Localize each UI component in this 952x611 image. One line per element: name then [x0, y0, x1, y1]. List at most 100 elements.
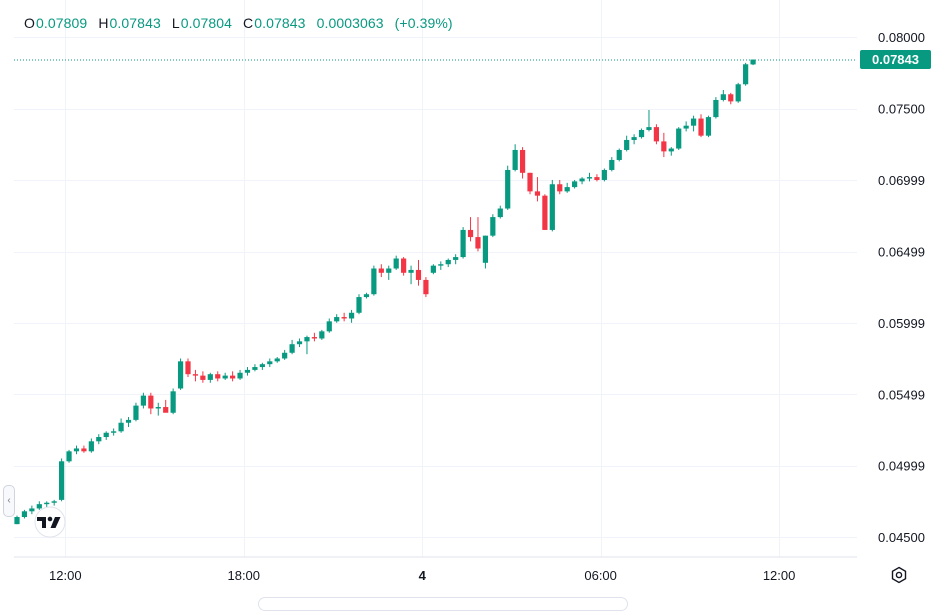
- candle-up[interactable]: [244, 367, 251, 376]
- candle-up[interactable]: [125, 417, 132, 428]
- candle-up[interactable]: [408, 265, 414, 285]
- candle-up[interactable]: [59, 458, 65, 502]
- candle-up[interactable]: [438, 261, 444, 270]
- candle-up[interactable]: [690, 115, 697, 132]
- candle-up[interactable]: [103, 431, 109, 440]
- candle-up[interactable]: [296, 338, 303, 348]
- candle-up[interactable]: [304, 335, 310, 355]
- candle-up[interactable]: [624, 135, 630, 152]
- candle-up[interactable]: [490, 214, 496, 238]
- candle-up[interactable]: [51, 499, 57, 506]
- candle-up[interactable]: [676, 127, 682, 150]
- candle-up[interactable]: [356, 294, 362, 315]
- candle-down[interactable]: [415, 259, 422, 286]
- candle-down[interactable]: [81, 445, 87, 453]
- candle-down[interactable]: [230, 371, 236, 382]
- candle-up[interactable]: [720, 89, 726, 102]
- candle-up[interactable]: [512, 144, 518, 172]
- candle-up[interactable]: [460, 227, 466, 259]
- candle-up[interactable]: [371, 265, 377, 296]
- candle-down[interactable]: [341, 312, 347, 322]
- candle-down[interactable]: [475, 217, 481, 252]
- candle-down[interactable]: [527, 172, 533, 195]
- candle-up[interactable]: [453, 254, 459, 265]
- candle-down[interactable]: [378, 264, 384, 278]
- bottom-toolbar[interactable]: [258, 597, 628, 611]
- chevron-left-icon[interactable]: ‹: [3, 485, 15, 517]
- candle-up[interactable]: [282, 349, 288, 360]
- candle-down[interactable]: [534, 177, 541, 202]
- candle-up[interactable]: [445, 258, 451, 268]
- candle-up[interactable]: [683, 121, 689, 132]
- candle-down[interactable]: [698, 114, 704, 138]
- candle-down[interactable]: [542, 194, 548, 230]
- candle-up[interactable]: [735, 82, 741, 103]
- candle-down[interactable]: [467, 217, 474, 242]
- candle-up[interactable]: [616, 148, 622, 162]
- candle-up[interactable]: [73, 445, 80, 455]
- candle-up[interactable]: [289, 339, 295, 355]
- candle-up[interactable]: [66, 449, 72, 463]
- candle-down[interactable]: [148, 392, 154, 415]
- candle-up[interactable]: [326, 318, 332, 333]
- candle-up[interactable]: [334, 314, 340, 323]
- candle-up[interactable]: [609, 157, 615, 172]
- settings-gear-icon[interactable]: [889, 565, 909, 585]
- candle-down[interactable]: [401, 257, 407, 276]
- candle-up[interactable]: [111, 428, 117, 436]
- candle-up[interactable]: [170, 388, 176, 415]
- candle-up[interactable]: [386, 265, 392, 280]
- candle-up[interactable]: [430, 264, 436, 275]
- candle-down[interactable]: [215, 371, 221, 382]
- candle-up[interactable]: [713, 97, 719, 119]
- candle-up[interactable]: [750, 59, 756, 66]
- candle-down[interactable]: [557, 179, 563, 195]
- candle-up[interactable]: [36, 501, 42, 510]
- candle-down[interactable]: [185, 358, 191, 378]
- candle-up[interactable]: [88, 438, 94, 453]
- candle-up[interactable]: [140, 392, 146, 409]
- candle-down[interactable]: [519, 147, 526, 179]
- candle-up[interactable]: [267, 358, 273, 368]
- candle-up[interactable]: [482, 235, 489, 269]
- candle-up[interactable]: [586, 172, 593, 182]
- candle-down[interactable]: [423, 277, 429, 298]
- candle-up[interactable]: [274, 357, 280, 363]
- candle-up[interactable]: [564, 182, 570, 193]
- candle-up[interactable]: [319, 329, 325, 340]
- candle-up[interactable]: [579, 177, 585, 185]
- candle-up[interactable]: [638, 128, 645, 139]
- candle-up[interactable]: [155, 402, 161, 416]
- candle-down[interactable]: [661, 132, 667, 158]
- candle-down[interactable]: [594, 174, 600, 182]
- candle-up[interactable]: [177, 358, 184, 390]
- candle-up[interactable]: [14, 515, 20, 525]
- candle-up[interactable]: [21, 509, 28, 519]
- candle-up[interactable]: [363, 292, 370, 299]
- candle-up[interactable]: [393, 255, 399, 270]
- candle-up[interactable]: [222, 372, 228, 380]
- candle-down[interactable]: [653, 124, 660, 145]
- candle-up[interactable]: [259, 362, 265, 370]
- candle-up[interactable]: [631, 134, 637, 145]
- candle-up[interactable]: [237, 369, 243, 380]
- candle-up[interactable]: [118, 418, 124, 433]
- candle-up[interactable]: [572, 179, 578, 189]
- candle-up[interactable]: [497, 205, 503, 219]
- candle-up[interactable]: [133, 402, 139, 422]
- candle-down[interactable]: [200, 371, 206, 383]
- candle-up[interactable]: [96, 434, 102, 445]
- candle-up[interactable]: [505, 165, 511, 210]
- candle-up[interactable]: [549, 179, 555, 232]
- candle-down[interactable]: [311, 332, 317, 342]
- candle-up[interactable]: [252, 364, 258, 372]
- candle-up[interactable]: [668, 147, 674, 156]
- candle-up[interactable]: [646, 109, 652, 132]
- candle-up[interactable]: [207, 372, 213, 383]
- candle-up[interactable]: [705, 115, 712, 138]
- candle-down[interactable]: [728, 92, 734, 105]
- candle-up[interactable]: [743, 62, 749, 86]
- candle-up[interactable]: [29, 505, 35, 515]
- candle-down[interactable]: [163, 399, 169, 413]
